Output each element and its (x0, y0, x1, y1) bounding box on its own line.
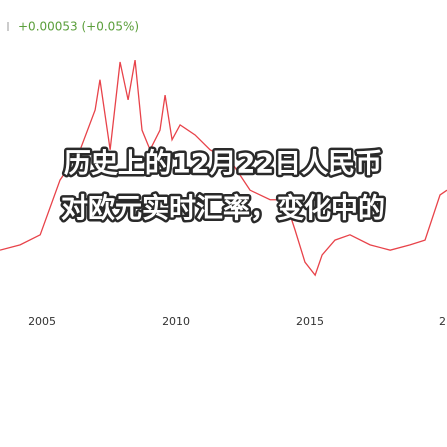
x-tick-label: 2 (439, 315, 446, 328)
change-text: +0.00053 (+0.05%) (18, 20, 139, 34)
overlay-text: 对欧元实时汇率，变化中的 (61, 193, 385, 225)
line (0, 59, 447, 277)
x-tick-label: 2015 (296, 315, 324, 328)
x-tick-label: 2005 (28, 315, 56, 328)
overlay-text: 历史上的12月22日人民币 (64, 148, 382, 180)
x-tick-label: 2010 (162, 315, 190, 328)
